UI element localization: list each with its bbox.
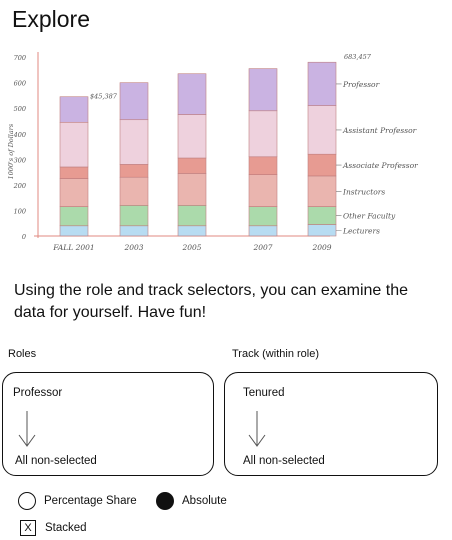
stacked-label: Stacked — [45, 522, 87, 534]
track-selector[interactable]: Tenured All non-selected — [224, 372, 438, 476]
bar-segment — [177, 173, 207, 206]
percentage-share-label: Percentage Share — [44, 495, 137, 507]
x-tick-label: FALL 2001 — [52, 243, 94, 252]
bar-segment — [307, 175, 337, 207]
bar-segment — [119, 225, 149, 237]
x-tick-label: 2007 — [252, 243, 272, 252]
bar-segment — [177, 157, 207, 174]
stacked-bar-chart: 0 100 200 300 400 500 600 700 1000's of Dollars F… — [7, 52, 418, 252]
percentage-share-radio[interactable]: Percentage Share — [18, 492, 137, 510]
track-selected-value[interactable]: Tenured — [243, 387, 285, 399]
bar-segment — [248, 174, 278, 207]
legend-entry: Instructors — [342, 187, 385, 196]
y-tick-label: 400 — [13, 131, 26, 139]
bar-segment — [119, 82, 149, 121]
y-axis-label: 1000's of Dollars — [7, 123, 15, 179]
y-tick-label: 200 — [13, 182, 26, 190]
bar-segment — [248, 206, 278, 227]
legend-entry: Associate Professor — [342, 161, 418, 170]
track-non-selected[interactable]: All non-selected — [243, 455, 325, 467]
roles-non-selected[interactable]: All non-selected — [15, 455, 97, 467]
bar-segment — [248, 156, 278, 175]
y-tick-label: 100 — [14, 207, 26, 215]
y-tick-label: 300 — [14, 156, 26, 164]
absolute-label: Absolute — [182, 495, 227, 507]
bar-segment — [59, 121, 89, 168]
x-tick-label: 2003 — [123, 243, 143, 252]
bar-segment — [177, 225, 207, 237]
total-annotation: $45,387 — [90, 93, 118, 101]
legend-entry: Assistant Professor — [342, 126, 417, 135]
arrow-down-icon — [248, 411, 266, 447]
y-tick-label: 0 — [22, 233, 26, 241]
bar-segment — [119, 176, 149, 206]
radio-empty-icon[interactable] — [18, 492, 36, 510]
x-tick-label: 2009 — [311, 243, 331, 252]
bar-segment — [177, 205, 207, 227]
roles-selector[interactable]: Professor All non-selected — [2, 372, 214, 476]
total-annotation: 683,457 — [344, 53, 372, 61]
bar-segment — [119, 164, 149, 178]
y-tick-label: 600 — [14, 80, 26, 88]
x-tick-label: 2005 — [181, 243, 201, 252]
legend-entry: Professor — [342, 80, 380, 89]
radio-filled-icon[interactable] — [156, 492, 174, 510]
stacked-checkbox[interactable]: X Stacked — [20, 520, 87, 536]
bar-segment — [59, 178, 89, 207]
track-label: Track (within role) — [232, 348, 319, 360]
page-title: Explore — [12, 6, 90, 32]
checkbox-checked-icon[interactable]: X — [20, 520, 36, 536]
arrow-down-icon — [18, 411, 36, 447]
bar-segment — [59, 206, 89, 227]
legend-entry: Other Faculty — [343, 212, 396, 221]
absolute-radio[interactable]: Absolute — [156, 492, 227, 510]
bar-segment — [248, 68, 278, 112]
bar-segment — [307, 206, 337, 225]
bar-segment — [248, 110, 278, 158]
bar-segment — [119, 205, 149, 227]
y-tick-label: 700 — [14, 54, 26, 62]
roles-selected-value[interactable]: Professor — [13, 387, 63, 399]
bar-segment — [119, 119, 149, 165]
bar-segment — [177, 114, 207, 159]
bar-segment — [307, 224, 337, 237]
bar-segment — [177, 73, 207, 115]
bar-segment — [248, 225, 278, 237]
bar-segment — [59, 96, 89, 123]
legend-entry: Lecturers — [342, 226, 380, 235]
bar-segment — [59, 225, 89, 237]
y-tick-label: 500 — [14, 105, 26, 113]
roles-label: Roles — [8, 348, 37, 360]
bar-segment — [307, 61, 337, 106]
intro-text: Using the role and track selectors, you … — [14, 282, 408, 321]
bar-segment — [59, 166, 89, 179]
bar-segment — [307, 105, 337, 155]
bar-segment — [307, 153, 337, 177]
